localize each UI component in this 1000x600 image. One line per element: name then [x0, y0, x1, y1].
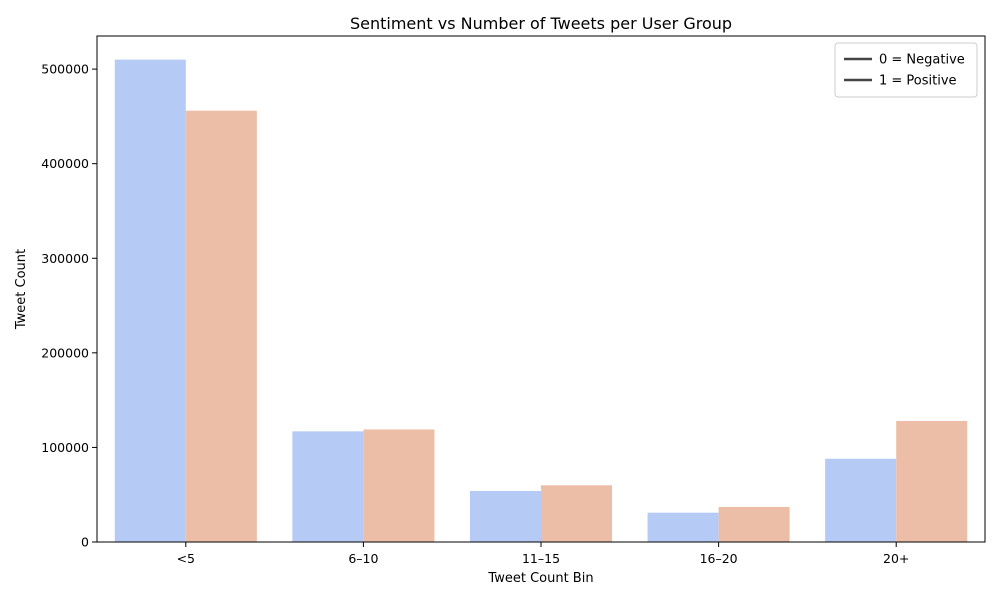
bar-negative-1 [292, 431, 364, 542]
x-tick-label-2: 11–15 [522, 551, 560, 566]
x-tick-label-4: 20+ [883, 551, 909, 566]
bar-positive-2 [541, 485, 613, 542]
x-axis-label: Tweet Count Bin [487, 571, 593, 586]
x-tick-label-1: 6–10 [348, 551, 378, 566]
bar-positive-3 [718, 507, 790, 542]
y-tick-label-5: 500000 [41, 62, 89, 77]
x-tick-label-3: 16–20 [700, 551, 738, 566]
bars-group [114, 59, 968, 542]
legend: 0 = Negative 1 = Positive [834, 42, 978, 98]
legend-box [834, 42, 978, 98]
x-tick-label-0: <5 [177, 551, 195, 566]
y-axis-label: Tweet Count [14, 249, 29, 330]
bar-positive-0 [185, 110, 257, 542]
chart-title: Sentiment vs Number of Tweets per User G… [350, 14, 732, 33]
y-tick-label-2: 200000 [41, 345, 89, 360]
y-tick-label-3: 300000 [41, 251, 89, 266]
bar-positive-4 [896, 420, 968, 542]
legend-label-0: 0 = Negative [879, 53, 965, 68]
bar-negative-2 [469, 490, 541, 542]
legend-label-1: 1 = Positive [879, 74, 957, 89]
bar-negative-0 [114, 59, 186, 542]
bar-negative-4 [825, 458, 897, 542]
ticks-group: 0 100000 200000 300000 400000 500000 <5 6–10 11–… [41, 62, 909, 566]
y-tick-label-0: 0 [81, 535, 89, 550]
y-tick-label-4: 400000 [41, 156, 89, 171]
y-tick-label-1: 100000 [41, 440, 89, 455]
bar-negative-3 [647, 512, 719, 542]
bar-positive-1 [363, 429, 435, 542]
